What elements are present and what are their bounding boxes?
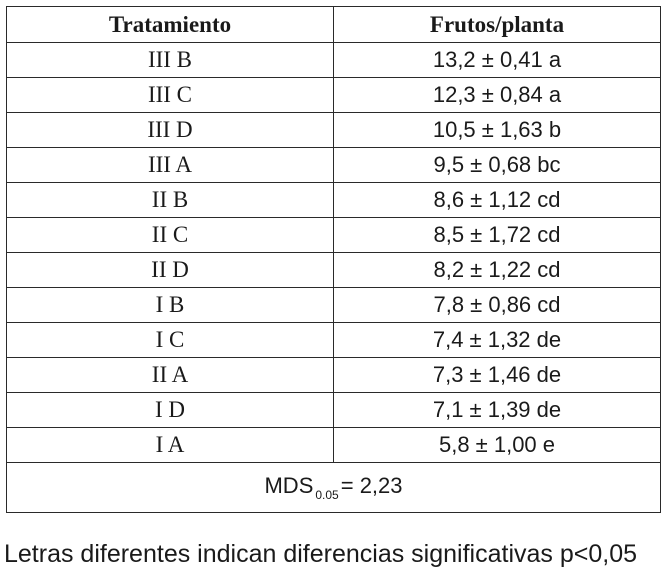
mds-cell: MDS 0.05= 2,23 (6, 462, 661, 513)
mds-row: MDS 0.05= 2,23 (6, 462, 661, 513)
value-cell: 8,2 ± 1,22 cd (333, 252, 661, 288)
treatment-cell: I B (6, 287, 334, 323)
value-cell: 7,8 ± 0,86 cd (333, 287, 661, 323)
results-table-container: Tratamiento Frutos/planta III B 13,2 ± 0… (6, 6, 661, 513)
table-row: I B 7,8 ± 0,86 cd (6, 287, 661, 323)
value-cell: 7,4 ± 1,32 de (333, 322, 661, 358)
value-cell: 5,8 ± 1,00 e (333, 427, 661, 463)
value-cell: 12,3 ± 0,84 a (333, 77, 661, 113)
table-row: III D 10,5 ± 1,63 b (6, 112, 661, 148)
treatment-cell: II D (6, 252, 334, 288)
results-table: Tratamiento Frutos/planta III B 13,2 ± 0… (6, 6, 661, 513)
significance-footnote: Letras diferentes indican diferencias si… (4, 540, 638, 568)
table-row: I A 5,8 ± 1,00 e (6, 427, 661, 463)
table-row: I D 7,1 ± 1,39 de (6, 392, 661, 428)
table-row: III A 9,5 ± 0,68 bc (6, 147, 661, 183)
mds-value: = 2,23 (340, 473, 403, 498)
value-cell: 13,2 ± 0,41 a (333, 42, 661, 78)
treatment-cell: I D (6, 392, 334, 428)
table-row: III C 12,3 ± 0,84 a (6, 77, 661, 113)
treatment-cell: I A (6, 427, 334, 463)
treatment-cell: III B (6, 42, 334, 78)
mds-label: MDS (264, 473, 314, 498)
table-row: II B 8,6 ± 1,12 cd (6, 182, 661, 218)
table-row: III B 13,2 ± 0,41 a (6, 42, 661, 78)
treatment-cell: III A (6, 147, 334, 183)
value-cell: 8,5 ± 1,72 cd (333, 217, 661, 253)
value-cell: 8,6 ± 1,12 cd (333, 182, 661, 218)
table-row: II A 7,3 ± 1,46 de (6, 357, 661, 393)
table-header-row: Tratamiento Frutos/planta (6, 6, 661, 43)
treatment-cell: II C (6, 217, 334, 253)
header-treatment: Tratamiento (6, 6, 334, 43)
treatment-cell: II A (6, 357, 334, 393)
treatment-cell: III C (6, 77, 334, 113)
table-row: I C 7,4 ± 1,32 de (6, 322, 661, 358)
mds-subscript: 0.05 (315, 488, 339, 502)
value-cell: 9,5 ± 0,68 bc (333, 147, 661, 183)
value-cell: 7,1 ± 1,39 de (333, 392, 661, 428)
treatment-cell: I C (6, 322, 334, 358)
value-cell: 7,3 ± 1,46 de (333, 357, 661, 393)
treatment-cell: II B (6, 182, 334, 218)
table-row: II D 8,2 ± 1,22 cd (6, 252, 661, 288)
table-row: II C 8,5 ± 1,72 cd (6, 217, 661, 253)
value-cell: 10,5 ± 1,63 b (333, 112, 661, 148)
treatment-cell: III D (6, 112, 334, 148)
header-fruits-per-plant: Frutos/planta (333, 6, 661, 43)
